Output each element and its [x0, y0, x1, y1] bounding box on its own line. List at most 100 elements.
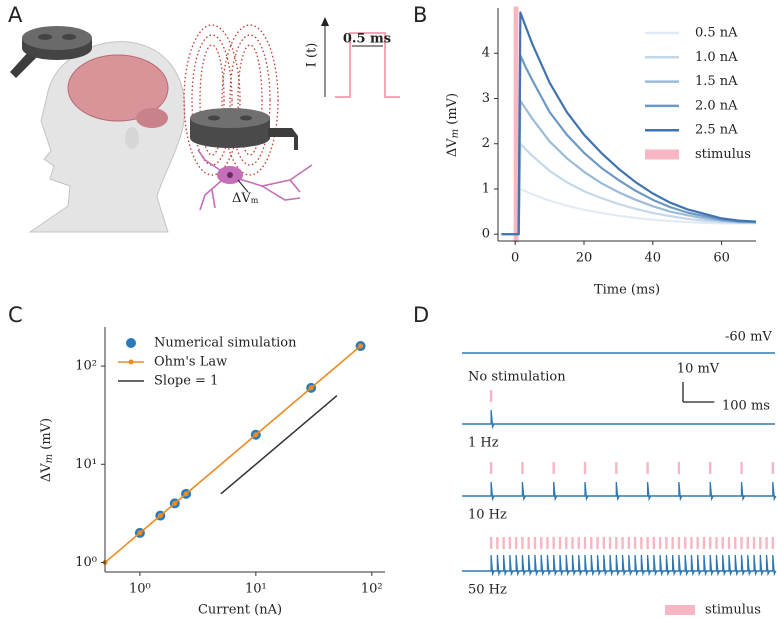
spike	[671, 554, 677, 577]
y-tick-label: 10²	[75, 359, 97, 374]
spike	[490, 409, 495, 430]
legend-swatch	[126, 338, 136, 348]
label-part: (mV)	[39, 418, 54, 454]
spike	[740, 554, 746, 577]
label-part: ΔV	[232, 191, 251, 206]
field-lines	[183, 24, 279, 176]
stimulus-mark	[514, 537, 518, 549]
series-line	[501, 11, 757, 236]
stimulus-mark	[583, 462, 587, 474]
legend-label: Numerical simulation	[154, 336, 297, 351]
spike	[722, 554, 727, 577]
stimulus-mark	[740, 537, 743, 549]
stimulus-mark	[721, 537, 724, 549]
marker	[308, 385, 314, 391]
stimulus-mark	[740, 462, 743, 474]
stimulus-mark	[489, 537, 493, 549]
trace-label: No stimulation	[468, 370, 566, 385]
spike	[540, 554, 545, 577]
panel-letter: D	[413, 303, 429, 327]
spike	[628, 554, 633, 577]
stimulus-mark	[571, 537, 574, 549]
brain	[67, 54, 169, 122]
legend-label: 1.0 nA	[695, 50, 738, 65]
stimulus-mark	[671, 537, 674, 549]
marker	[358, 343, 364, 349]
stimulus-mark	[602, 537, 605, 549]
spike	[678, 554, 683, 577]
axis-label: ΔVm (mV)	[445, 93, 461, 157]
marker	[253, 432, 259, 438]
legend-label: 2.0 nA	[695, 98, 738, 113]
spike	[659, 554, 664, 577]
coil-hole	[62, 34, 76, 40]
stimulus-mark	[627, 537, 631, 549]
stimulus-mark	[508, 537, 512, 549]
spike	[571, 554, 577, 577]
spike	[653, 554, 658, 577]
spike	[546, 554, 552, 577]
stimulus-mark	[683, 537, 687, 549]
stimulus-mark	[727, 537, 731, 549]
legend-label: 2.5 nA	[695, 123, 738, 138]
spike	[709, 481, 714, 502]
coil-hole	[240, 115, 252, 121]
stimulus-mark	[496, 537, 499, 549]
stimulus-mark	[771, 537, 775, 549]
stimulus-mark	[527, 537, 530, 549]
current-label: I (t)	[305, 43, 320, 68]
panel-letter: C	[8, 303, 23, 327]
spike	[753, 554, 758, 577]
trace-label: 1 Hz	[468, 436, 499, 451]
series-line	[501, 99, 757, 236]
stimulus-mark	[677, 462, 681, 474]
stimulus-mark	[652, 537, 656, 549]
stimulus-mark	[752, 537, 756, 549]
pulse-label: 0.5 ms	[343, 32, 391, 47]
spike	[697, 554, 702, 577]
spike	[502, 554, 508, 577]
stimulus-mark	[583, 537, 587, 549]
spike	[528, 554, 533, 577]
spike	[772, 554, 777, 577]
spike	[496, 554, 501, 577]
x-tick-label: 40	[645, 251, 662, 266]
coil-hole	[38, 34, 52, 40]
spike	[759, 554, 764, 577]
x-tick-label: 10¹	[245, 582, 267, 597]
y-tick-label: 4	[482, 46, 490, 61]
stimulus-mark	[521, 462, 524, 474]
marker	[137, 530, 143, 536]
stimulus-mark	[552, 537, 555, 549]
spike	[596, 554, 602, 577]
stimulus-mark	[702, 537, 706, 549]
y-tick-label: 1	[482, 181, 490, 196]
stimulus-mark	[608, 537, 612, 549]
stimulus-mark	[658, 537, 662, 549]
spike	[734, 554, 739, 577]
label-part: ΔV	[39, 463, 54, 482]
spike	[684, 554, 689, 577]
stimulus-mark	[552, 462, 555, 474]
spike	[678, 481, 683, 502]
coil-top	[190, 108, 270, 128]
panel-letter: A	[8, 3, 23, 27]
stimulus-mark	[646, 537, 649, 549]
spike	[703, 554, 708, 577]
ear	[125, 127, 139, 149]
trace-label: 50 Hz	[468, 583, 507, 598]
stimulus-mark	[746, 537, 749, 549]
stimulus-mark	[502, 537, 505, 549]
x-tick-label: 10²	[361, 582, 383, 597]
stimulus-mark	[633, 537, 637, 549]
label-part: m	[251, 196, 259, 205]
spike	[765, 554, 771, 577]
spike	[590, 554, 595, 577]
spike	[747, 554, 752, 577]
y-tick-label: 3	[482, 91, 490, 106]
marker	[157, 513, 163, 519]
scalebar-x-label: 100 ms	[722, 399, 770, 414]
label-part: m	[44, 454, 55, 463]
spike	[646, 481, 652, 502]
marker	[183, 491, 189, 497]
